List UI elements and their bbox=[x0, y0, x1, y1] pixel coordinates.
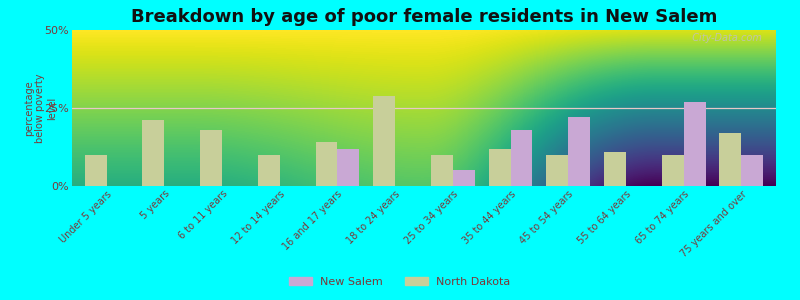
Bar bbox=[431, 155, 453, 186]
Bar bbox=[85, 155, 106, 186]
Bar bbox=[374, 95, 395, 186]
Bar bbox=[568, 117, 590, 186]
Bar bbox=[453, 170, 474, 186]
Bar bbox=[258, 155, 280, 186]
Bar bbox=[684, 102, 706, 186]
Bar bbox=[510, 130, 533, 186]
Bar bbox=[719, 133, 742, 186]
Bar bbox=[315, 142, 338, 186]
Bar bbox=[546, 155, 568, 186]
Legend: New Salem, North Dakota: New Salem, North Dakota bbox=[285, 273, 515, 291]
Title: Breakdown by age of poor female residents in New Salem: Breakdown by age of poor female resident… bbox=[131, 8, 717, 26]
Bar bbox=[662, 155, 684, 186]
Bar bbox=[604, 152, 626, 186]
Bar bbox=[200, 130, 222, 186]
Bar bbox=[142, 121, 164, 186]
Bar bbox=[338, 148, 359, 186]
Y-axis label: percentage
below poverty
level: percentage below poverty level bbox=[24, 73, 57, 143]
Bar bbox=[742, 155, 763, 186]
Text: City-Data.com: City-Data.com bbox=[686, 33, 762, 43]
Bar bbox=[489, 148, 510, 186]
